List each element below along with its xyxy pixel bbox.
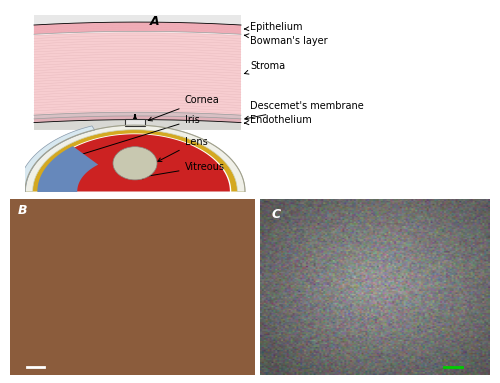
Text: Vitreous: Vitreous (139, 162, 224, 179)
Bar (126, 119, 144, 126)
Polygon shape (34, 119, 241, 130)
Text: C: C (272, 208, 280, 221)
Polygon shape (34, 31, 241, 35)
Text: Endothelium: Endothelium (244, 115, 312, 125)
Polygon shape (34, 22, 241, 34)
Polygon shape (34, 15, 241, 130)
Text: Epithelium: Epithelium (244, 22, 302, 32)
Text: Iris: Iris (52, 115, 200, 164)
Polygon shape (34, 31, 241, 115)
Ellipse shape (113, 147, 157, 180)
Polygon shape (25, 125, 245, 192)
Text: Descemet's membrane: Descemet's membrane (245, 101, 364, 120)
Text: Lens: Lens (158, 137, 208, 162)
Polygon shape (40, 134, 230, 192)
Text: Cornea: Cornea (148, 95, 220, 121)
Polygon shape (38, 146, 98, 237)
Polygon shape (18, 126, 94, 257)
Text: Bowman's layer: Bowman's layer (244, 34, 328, 46)
Polygon shape (32, 130, 238, 192)
Text: B: B (18, 205, 27, 218)
Text: Stroma: Stroma (244, 61, 285, 74)
Polygon shape (34, 116, 241, 123)
Text: A: A (150, 15, 160, 28)
Polygon shape (34, 112, 241, 119)
